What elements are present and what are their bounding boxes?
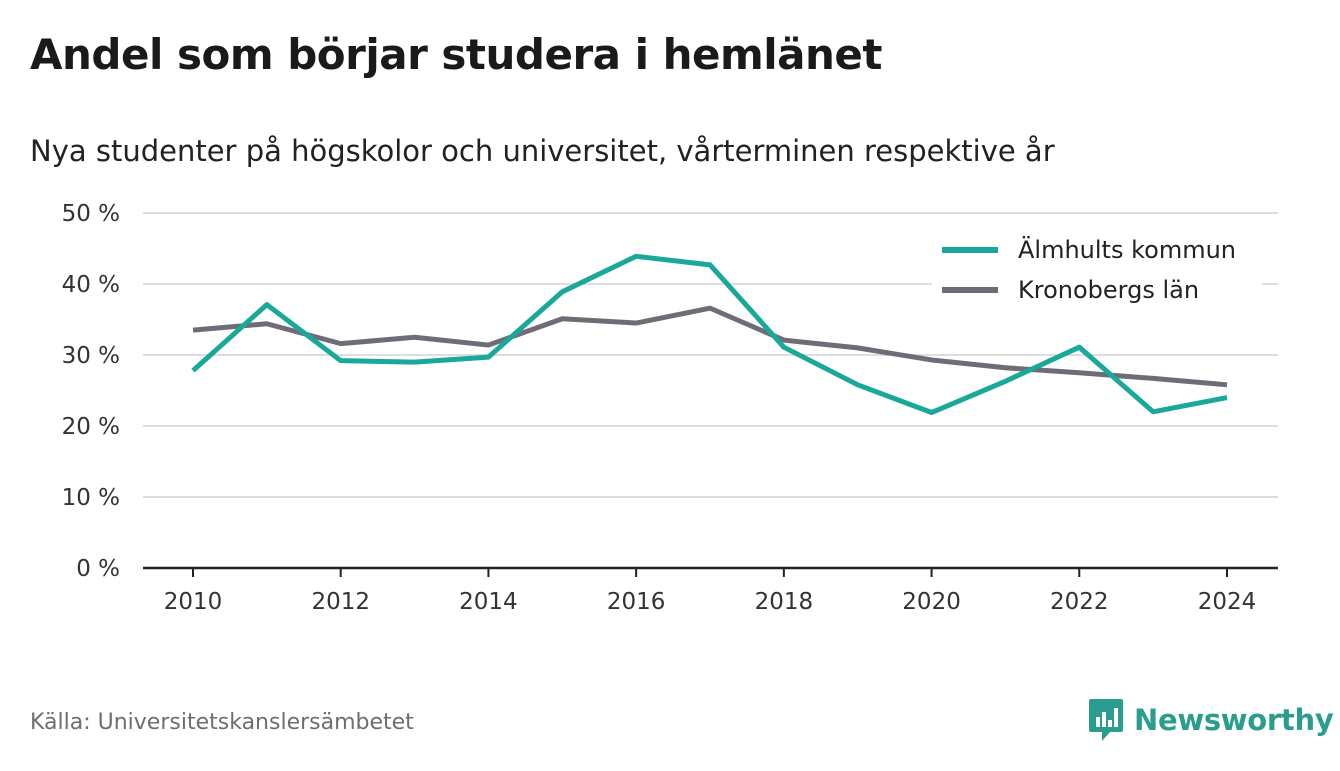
legend-background [932,226,1262,318]
series-line-0 [191,253,1228,416]
x-tick-label: 2018 [755,589,814,615]
x-tick-label: 2010 [164,589,223,615]
x-tick-label: 2022 [1050,589,1109,615]
legend: Älmhults kommun Kronobergs län [932,226,1262,318]
x-tick-label: 2014 [459,589,518,615]
series-line-1 [192,305,1228,388]
y-tick-label: 10 % [62,485,120,511]
y-tick-label: 30 % [62,343,120,369]
line-chart: 0 % 10 % 20 % 30 % 40 % 50 % 2010 2012 2014 2016… [62,201,1278,615]
y-axis: 0 % 10 % 20 % 30 % 40 % 50 % [62,201,120,582]
legend-label: Älmhults kommun [1018,235,1236,264]
series-lines [191,253,1228,416]
x-axis: 2010 2012 2014 2016 2018 2020 2022 2024 [143,566,1278,615]
chart-subtitle: Nya studenter på högskolor och universit… [30,134,1055,168]
legend-label: Kronobergs län [1018,276,1199,304]
newsworthy-logo-icon [1089,699,1123,741]
x-tick-label: 2020 [902,589,961,615]
x-tick-label: 2024 [1198,589,1257,615]
source-note: Källa: Universitetskanslersämbetet [30,710,414,735]
y-tick-label: 40 % [62,272,120,298]
brand-logo: Newsworthy [1088,696,1334,744]
y-tick-label: 20 % [62,414,120,440]
y-tick-label: 50 % [62,201,120,227]
y-tick-label: 0 % [76,556,120,582]
brand-name: Newsworthy [1134,703,1334,737]
chart-title: Andel som börjar studera i hemlänet [30,30,883,79]
x-tick-label: 2012 [311,589,370,615]
x-tick-label: 2016 [607,589,666,615]
